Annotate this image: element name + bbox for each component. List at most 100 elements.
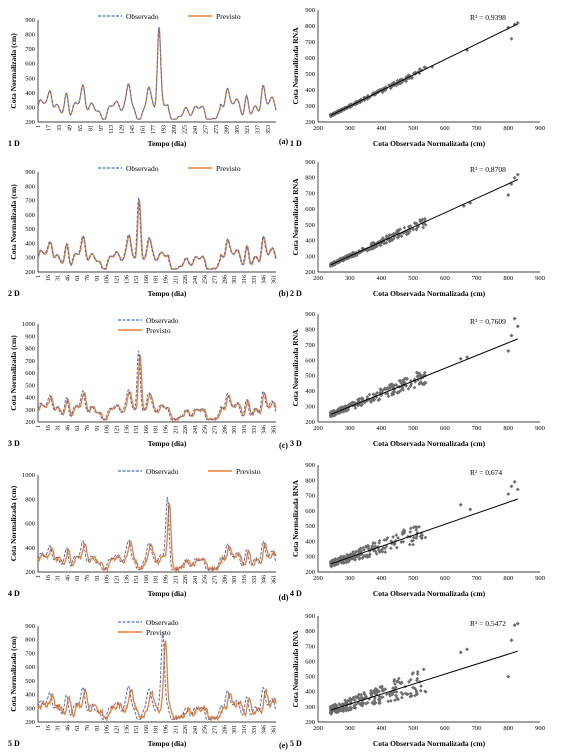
scatter-point (412, 385, 417, 390)
scatter-point (375, 390, 379, 395)
scatter-point (360, 701, 364, 705)
x-tick-label: 181 (154, 575, 160, 584)
x-tick-label: 181 (154, 425, 160, 434)
scatter-point (410, 76, 414, 80)
x-tick-label: 49 (67, 125, 73, 131)
series-previsto-line (37, 640, 277, 722)
scatter-point (421, 667, 426, 672)
scatter-point (338, 406, 342, 410)
y-tick-label: 800 (305, 628, 315, 635)
scatter-point (409, 526, 413, 531)
y-tick-label: 800 (305, 175, 315, 182)
x-tick-label: 200 (313, 125, 323, 132)
y-tick-label: 200 (25, 269, 35, 276)
x-tick-label: 600 (440, 725, 450, 732)
scatter-point (350, 250, 355, 255)
scatter-point (354, 550, 358, 554)
legend-observado-label: Observado (146, 618, 179, 627)
x-tick-label: 136 (124, 275, 130, 284)
y-tick-label: 200 (305, 719, 315, 726)
x-tick-label: 800 (503, 125, 513, 132)
x-tick-label: 16 (46, 575, 52, 581)
y-tick-label: 900 (305, 7, 315, 14)
x-tick-label: 700 (472, 725, 482, 732)
x-tick-label: 300 (345, 275, 355, 282)
scatter-point (423, 216, 427, 221)
scatter-point (509, 333, 514, 338)
legend-previsto-label: Previsto (146, 628, 171, 637)
x-tick-label: 61 (75, 275, 81, 281)
x-tick-label: 33 (57, 125, 63, 131)
x-tick-label: 181 (154, 725, 160, 734)
x-tick-label: 106 (105, 425, 111, 434)
x-tick-label: 136 (124, 425, 130, 434)
legend-previsto-label: Previsto (216, 164, 241, 173)
x-tick-label: 900 (535, 425, 545, 432)
x-tick-label: 700 (472, 125, 482, 132)
scatter-point (423, 380, 427, 385)
y-tick-label: 200 (305, 269, 315, 276)
x-tick-label: 211 (173, 275, 179, 284)
y-tick-label: 400 (25, 395, 35, 402)
x-tick-label: 316 (242, 575, 248, 584)
scatter-point (408, 530, 413, 534)
scatter-point (391, 535, 395, 539)
row-label: (e) (279, 741, 288, 750)
scatter-point (418, 379, 423, 384)
scatter-point (392, 80, 396, 85)
x-tick-label: 1 (36, 425, 42, 428)
scatter-point (399, 381, 404, 385)
x-axis-label: Cota Observada Normalizada (cm) (373, 139, 486, 148)
x-tick-label: 211 (173, 575, 179, 584)
y-tick-label: 800 (305, 326, 315, 333)
x-tick-label: 256 (203, 425, 209, 434)
y-tick-label: 600 (25, 521, 35, 528)
x-tick-label: 31 (56, 725, 62, 731)
y-tick-label: 500 (25, 678, 35, 685)
trend-line (330, 179, 519, 266)
x-tick-label: 106 (105, 275, 111, 284)
scatter-point (512, 175, 517, 180)
x-tick-label: 177 (151, 125, 157, 134)
scatter-point (367, 392, 372, 397)
scatter-point (378, 243, 383, 248)
y-tick-label: 500 (25, 382, 35, 389)
y-tick-label: 900 (305, 613, 315, 620)
x-tick-label: 271 (213, 275, 219, 284)
x-tick-label: 46 (65, 275, 71, 281)
series-observado-line (37, 197, 277, 270)
panel-tag: 3 D (8, 439, 20, 448)
x-tick-label: 337 (256, 125, 262, 134)
scatter-point (417, 373, 422, 378)
x-tick-label: 600 (440, 425, 450, 432)
y-tick-label: 200 (25, 569, 35, 576)
x-tick-label: 211 (173, 425, 179, 434)
r2-annotation: R² = 0,674 (470, 468, 502, 477)
scatter-point (406, 386, 411, 391)
line-chart-1: 200 300 400 500 600 700 800 900 1 17 33 49 65 81 97 113… (8, 12, 277, 148)
x-tick-label: 400 (377, 425, 387, 432)
scatter-point (382, 538, 387, 542)
scatter-point (355, 554, 360, 559)
scatter-point (415, 672, 420, 676)
scatter-point (512, 316, 517, 321)
x-tick-label: 1 (36, 125, 42, 128)
x-tick-label: 106 (105, 575, 111, 584)
y-axis-label: Cota Normalizada (cm) (9, 636, 18, 712)
x-tick-label: 400 (377, 275, 387, 282)
scatter-chart-2: 200 300 400 500 600 700 800 900 200 300 400 500 600 7… (290, 159, 545, 298)
y-tick-label: 800 (25, 346, 35, 353)
scatter-point (458, 502, 463, 507)
y-tick-label: 200 (305, 419, 315, 426)
y-tick-label: 800 (25, 496, 35, 503)
x-axis-label: Cota Observada Normalizada (cm) (373, 289, 486, 298)
x-tick-label: 271 (213, 725, 219, 734)
x-tick-label: 200 (313, 725, 323, 732)
scatter-point (338, 410, 343, 415)
y-tick-label: 600 (305, 658, 315, 665)
scatter-point (512, 479, 517, 484)
r2-annotation: R² = 0,5472 (470, 619, 506, 628)
y-tick-label: 300 (305, 554, 315, 561)
scatter-point (515, 172, 520, 177)
y-tick-label: 900 (25, 17, 35, 24)
